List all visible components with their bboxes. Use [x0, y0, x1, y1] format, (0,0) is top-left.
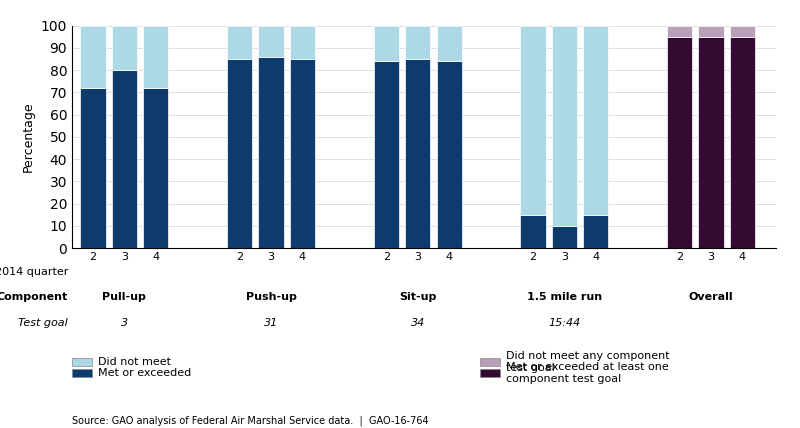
Bar — [698, 26, 724, 37]
Bar — [437, 26, 462, 61]
Bar — [552, 26, 577, 226]
Bar — [698, 37, 724, 248]
Text: Test goal: Test goal — [18, 318, 68, 328]
Bar — [112, 26, 137, 70]
Bar — [405, 59, 430, 248]
Text: Source: GAO analysis of Federal Air Marshal Service data.  |  GAO-16-764: Source: GAO analysis of Federal Air Mars… — [72, 415, 429, 426]
Bar — [374, 61, 399, 248]
Bar — [258, 57, 284, 248]
Bar — [80, 88, 106, 248]
Bar — [143, 88, 168, 248]
Text: Met or exceeded: Met or exceeded — [98, 368, 191, 378]
Text: Did not meet: Did not meet — [98, 357, 170, 367]
Text: 1.5 mile run: 1.5 mile run — [527, 292, 602, 303]
Y-axis label: Percentage: Percentage — [22, 101, 35, 172]
Text: 3: 3 — [121, 318, 128, 328]
Text: Sit-up: Sit-up — [399, 292, 437, 303]
Bar — [437, 61, 462, 248]
Text: 31: 31 — [264, 318, 278, 328]
Bar — [80, 26, 106, 88]
Bar — [258, 26, 284, 57]
Bar — [667, 26, 692, 37]
Text: Overall: Overall — [689, 292, 734, 303]
Bar — [520, 26, 546, 215]
Bar — [374, 26, 399, 61]
Bar — [405, 26, 430, 59]
Bar — [112, 70, 137, 248]
Text: Pull-up: Pull-up — [102, 292, 146, 303]
Text: Component: Component — [0, 292, 68, 303]
Bar — [667, 37, 692, 248]
Bar — [730, 37, 755, 248]
Text: 34: 34 — [410, 318, 425, 328]
Bar — [227, 26, 252, 59]
Bar — [290, 26, 315, 59]
Text: 15:44: 15:44 — [548, 318, 581, 328]
Bar — [290, 59, 315, 248]
Text: Did not meet any component
test goal: Did not meet any component test goal — [506, 351, 670, 373]
Text: Push-up: Push-up — [246, 292, 297, 303]
Bar — [583, 215, 608, 248]
Bar — [730, 26, 755, 37]
Text: Met or exceeded at least one
component test goal: Met or exceeded at least one component t… — [506, 362, 668, 383]
Text: 2014 quarter: 2014 quarter — [0, 267, 68, 277]
Bar — [143, 26, 168, 88]
Bar — [520, 215, 546, 248]
Bar — [583, 26, 608, 215]
Bar — [552, 226, 577, 248]
Bar — [227, 59, 252, 248]
